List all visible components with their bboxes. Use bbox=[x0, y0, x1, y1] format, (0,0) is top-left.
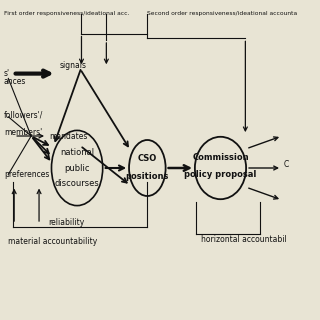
Text: positions: positions bbox=[126, 172, 169, 181]
Text: Second order responsiveness/ideational accounta: Second order responsiveness/ideational a… bbox=[147, 11, 298, 16]
Text: s': s' bbox=[4, 69, 10, 78]
Text: national: national bbox=[60, 148, 94, 157]
Text: mandates: mandates bbox=[49, 132, 88, 140]
Text: First order responsiveness/ideational acc.: First order responsiveness/ideational ac… bbox=[4, 11, 129, 16]
Text: material accountability: material accountability bbox=[8, 237, 97, 246]
Text: Commission: Commission bbox=[192, 153, 249, 162]
Text: C: C bbox=[284, 160, 289, 169]
Text: reliability: reliability bbox=[49, 218, 85, 227]
Ellipse shape bbox=[129, 140, 166, 196]
Text: CSO: CSO bbox=[138, 154, 157, 163]
Text: public: public bbox=[64, 164, 90, 172]
Text: horizontal accountabil: horizontal accountabil bbox=[202, 236, 287, 244]
Text: ances: ances bbox=[4, 77, 26, 86]
Text: members': members' bbox=[4, 128, 42, 137]
Text: signals: signals bbox=[60, 61, 86, 70]
Text: preferences: preferences bbox=[4, 170, 49, 179]
Text: followers'/: followers'/ bbox=[4, 111, 43, 120]
Text: policy proposal: policy proposal bbox=[184, 170, 257, 179]
Ellipse shape bbox=[52, 131, 103, 206]
Ellipse shape bbox=[195, 137, 246, 199]
Text: discourses: discourses bbox=[55, 179, 100, 188]
